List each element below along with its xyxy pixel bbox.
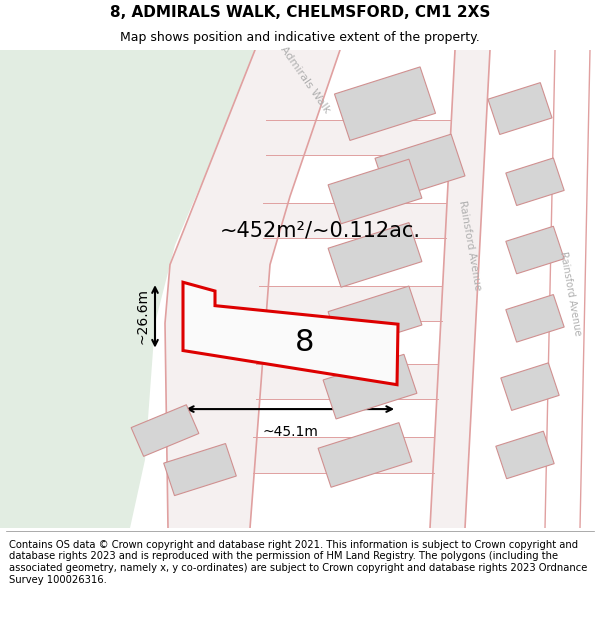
Polygon shape: [506, 226, 564, 274]
Polygon shape: [183, 282, 398, 384]
Text: Admirals Walk: Admirals Walk: [278, 44, 332, 114]
Polygon shape: [131, 405, 199, 456]
Polygon shape: [266, 120, 451, 156]
Text: ~26.6m: ~26.6m: [136, 288, 150, 344]
Polygon shape: [259, 286, 442, 321]
Text: Contains OS data © Crown copyright and database right 2021. This information is : Contains OS data © Crown copyright and d…: [9, 540, 587, 584]
Polygon shape: [328, 159, 422, 224]
Polygon shape: [506, 294, 564, 342]
Polygon shape: [375, 134, 465, 200]
Polygon shape: [501, 363, 559, 411]
Polygon shape: [430, 50, 490, 528]
Polygon shape: [253, 438, 434, 472]
Polygon shape: [488, 82, 552, 134]
Text: ~45.1m: ~45.1m: [262, 425, 318, 439]
Polygon shape: [318, 422, 412, 488]
Polygon shape: [323, 354, 417, 419]
Polygon shape: [334, 67, 436, 141]
Polygon shape: [328, 222, 422, 288]
Polygon shape: [256, 364, 437, 399]
Text: ~452m²/~0.112ac.: ~452m²/~0.112ac.: [220, 221, 421, 241]
Text: 8: 8: [295, 328, 315, 357]
Polygon shape: [506, 158, 564, 206]
Text: Map shows position and indicative extent of the property.: Map shows position and indicative extent…: [120, 31, 480, 44]
Polygon shape: [0, 50, 260, 528]
Text: Rainsford Avenue: Rainsford Avenue: [557, 251, 583, 337]
Text: Rainsford Avenue: Rainsford Avenue: [457, 199, 483, 291]
Polygon shape: [263, 203, 446, 238]
Polygon shape: [165, 50, 340, 528]
Polygon shape: [328, 286, 422, 351]
Polygon shape: [496, 431, 554, 479]
Text: 8, ADMIRALS WALK, CHELMSFORD, CM1 2XS: 8, ADMIRALS WALK, CHELMSFORD, CM1 2XS: [110, 5, 490, 20]
Polygon shape: [164, 444, 236, 496]
